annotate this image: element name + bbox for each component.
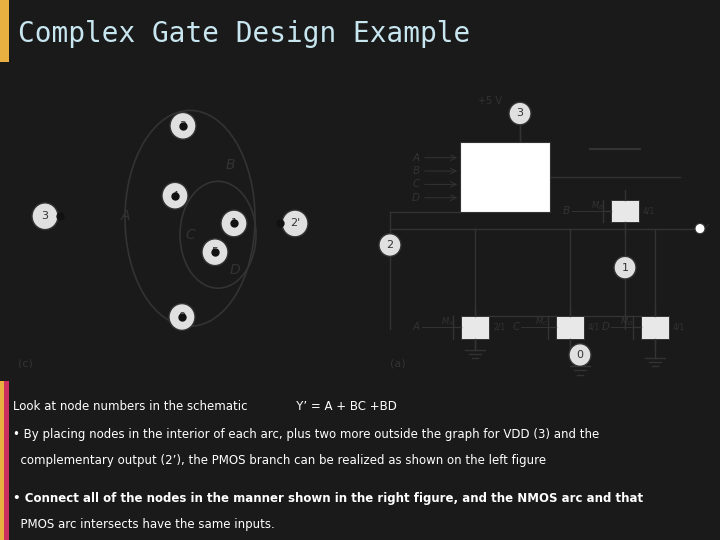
Bar [4, 381, 9, 540]
Text: 3: 3 [516, 109, 523, 118]
Text: $M_B$: $M_B$ [590, 200, 603, 212]
Circle shape [614, 256, 636, 279]
Text: $M_C$: $M_C$ [536, 316, 549, 328]
Text: C: C [513, 322, 520, 332]
Text: B: B [563, 206, 570, 216]
Text: +5 V: +5 V [478, 96, 502, 106]
Bar [0, 0, 9, 62]
Bar [460, 142, 550, 212]
Text: A: A [413, 322, 420, 332]
Text: complementary output (2’), the PMOS branch can be realized as shown on the left : complementary output (2’), the PMOS bran… [13, 454, 546, 467]
Circle shape [32, 203, 58, 230]
Circle shape [221, 210, 247, 237]
Text: • By placing nodes in the interior of each arc, plus two more outside the graph : • By placing nodes in the interior of ea… [13, 429, 599, 442]
Text: 0: 0 [179, 312, 186, 322]
Circle shape [569, 343, 591, 366]
Text: switch: switch [490, 174, 521, 184]
Text: Y: Y [701, 224, 708, 234]
Text: 4: 4 [171, 191, 179, 201]
Text: 2: 2 [179, 121, 186, 131]
Text: 0: 0 [577, 350, 583, 360]
Text: 2/1: 2/1 [493, 323, 505, 332]
Circle shape [282, 210, 308, 237]
Text: 4/1: 4/1 [643, 207, 655, 215]
Bar [0, 381, 4, 540]
Bar [556, 316, 584, 339]
Text: 5: 5 [212, 247, 218, 257]
Text: C: C [413, 179, 420, 190]
Circle shape [379, 234, 401, 256]
Circle shape [169, 303, 195, 330]
Circle shape [202, 239, 228, 266]
Text: B: B [225, 158, 235, 172]
Text: $M_D$: $M_D$ [620, 316, 634, 328]
Text: D: D [602, 322, 610, 332]
Circle shape [162, 183, 188, 209]
Circle shape [170, 112, 196, 139]
Text: 4/1: 4/1 [588, 323, 600, 332]
Text: PMOS: PMOS [491, 158, 519, 168]
Text: 1: 1 [230, 219, 238, 228]
Text: 1: 1 [621, 262, 629, 273]
Text: network: network [485, 191, 525, 201]
Bar [461, 316, 489, 339]
Text: D: D [412, 193, 420, 202]
Text: D: D [230, 262, 240, 276]
Text: (a): (a) [390, 359, 405, 368]
Text: 2': 2' [290, 219, 300, 228]
Text: B: B [413, 166, 420, 176]
Text: • Connect all of the nodes in the manner shown in the right figure, and the NMOS: • Connect all of the nodes in the manner… [13, 492, 643, 505]
Circle shape [695, 224, 705, 234]
Text: Complex Gate Design Example: Complex Gate Design Example [18, 20, 470, 48]
Text: (c): (c) [18, 359, 33, 368]
Text: A: A [120, 210, 130, 223]
Text: C: C [185, 228, 195, 242]
Text: A: A [413, 153, 420, 163]
Text: 4/1: 4/1 [673, 323, 685, 332]
Text: 2: 2 [387, 240, 394, 250]
Circle shape [509, 102, 531, 125]
Text: 3: 3 [42, 211, 48, 221]
Bar [611, 200, 639, 222]
Text: PMOS arc intersects have the same inputs.: PMOS arc intersects have the same inputs… [13, 518, 275, 531]
Bar [641, 316, 669, 339]
Text: Look at node numbers in the schematic             Y’ = A + BC +BD: Look at node numbers in the schematic Y’… [13, 400, 397, 413]
Text: $M_A$: $M_A$ [441, 316, 454, 328]
